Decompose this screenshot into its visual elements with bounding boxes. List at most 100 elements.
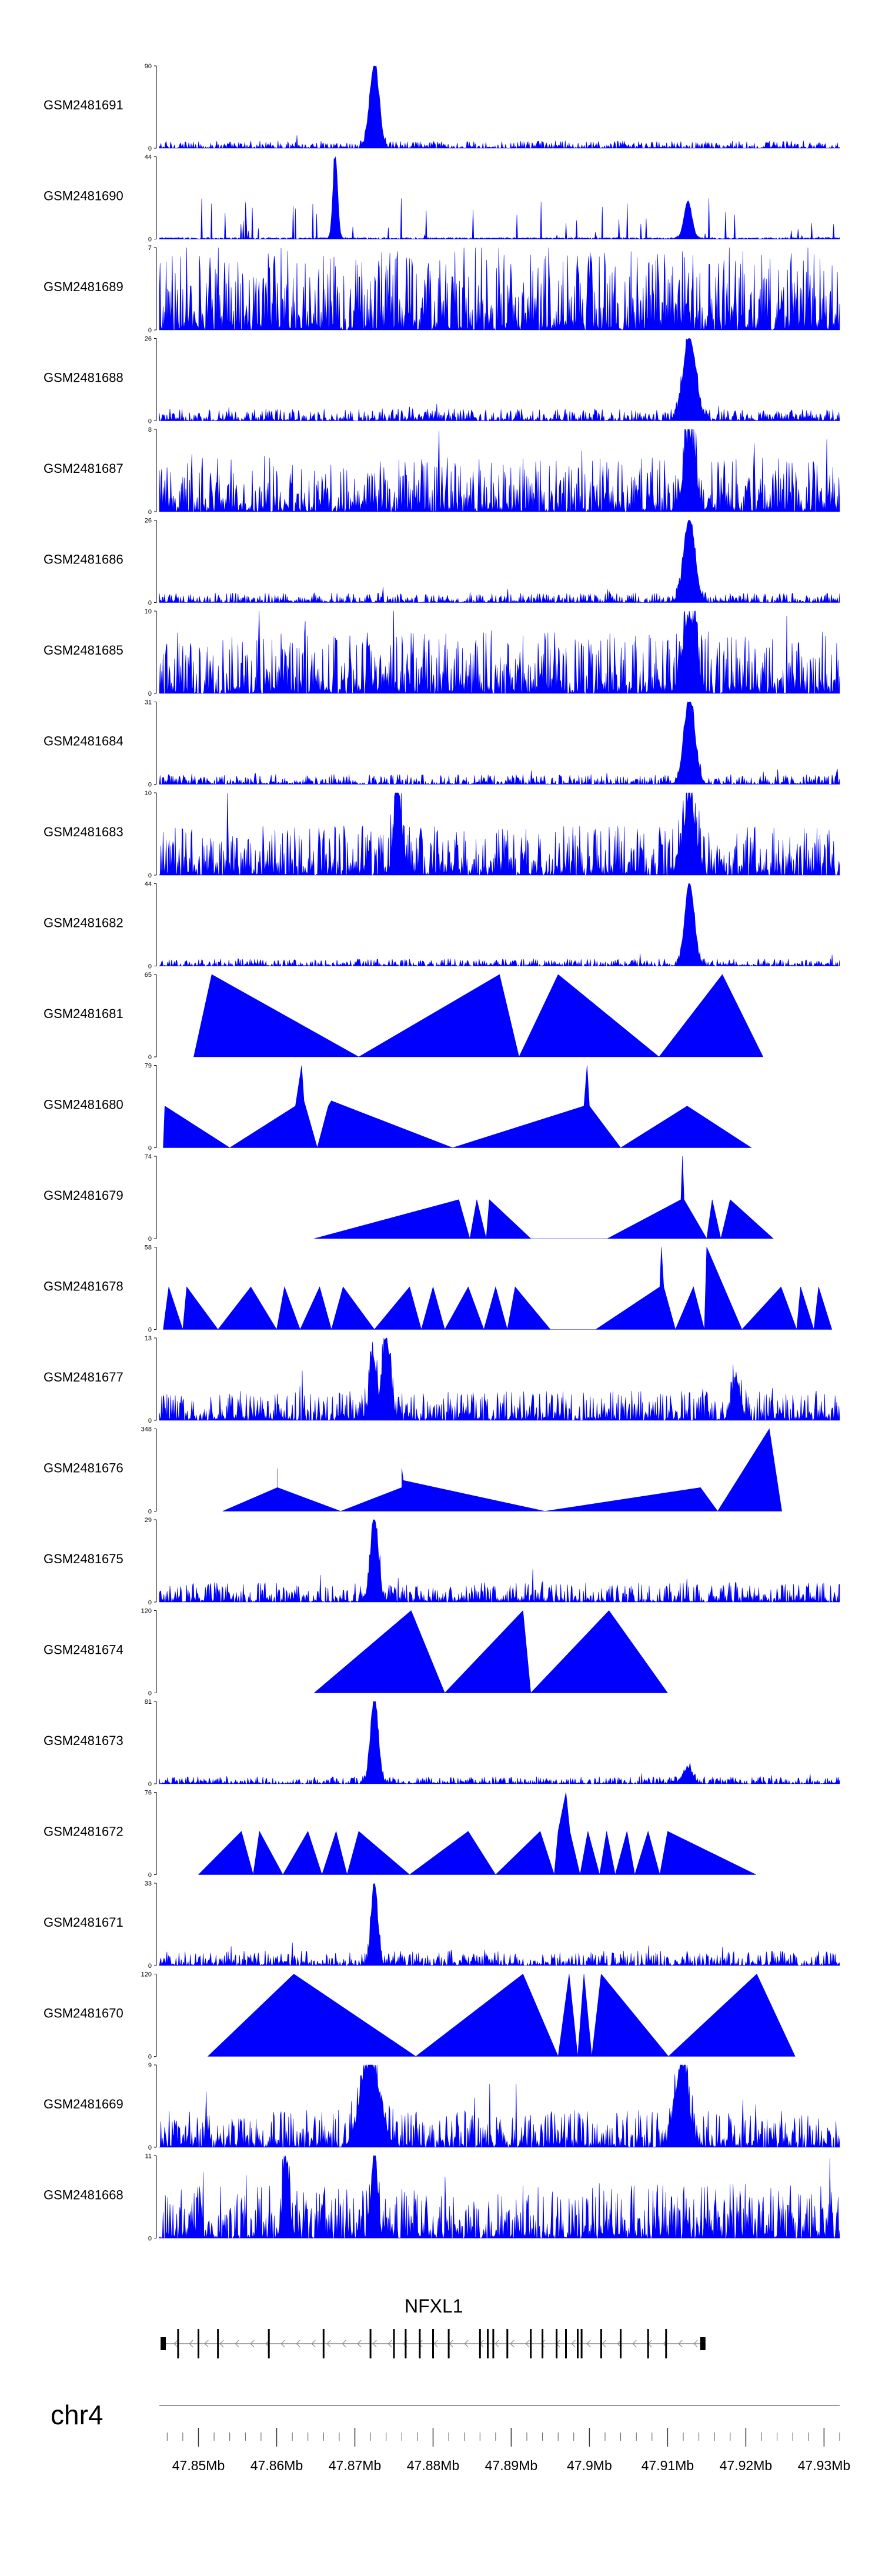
y-axis-max-label: 10 <box>145 608 152 615</box>
y-axis-min-label: 0 <box>148 1327 152 1334</box>
y-axis-min-label: 0 <box>148 1872 152 1879</box>
strand-arrow <box>250 2340 255 2348</box>
strand-arrow <box>296 2340 300 2348</box>
coverage-area <box>163 1247 833 1330</box>
gene-exon <box>369 2329 372 2358</box>
coverage-area <box>314 1156 774 1239</box>
strand-arrow <box>280 2340 285 2348</box>
track-GSM2481685: GSM2481685 10 0 <box>44 608 840 698</box>
track-label: GSM2481669 <box>44 2097 123 2111</box>
axis-tick-label: 47.88Mb <box>407 2458 460 2473</box>
strand-arrow <box>525 2340 530 2348</box>
y-axis-min-label: 0 <box>148 1236 152 1243</box>
coverage-area <box>159 2155 840 2239</box>
track-GSM2481670: GSM2481670 120 0 <box>44 1971 796 2061</box>
gene-exon <box>198 2329 199 2358</box>
track-GSM2481676: GSM2481676 348 0 <box>44 1426 782 1516</box>
coverage-area <box>159 610 840 695</box>
y-axis-max-label: 31 <box>145 699 152 706</box>
y-axis-min-label: 0 <box>148 1781 152 1788</box>
coverage-area <box>159 701 840 785</box>
track-label: GSM2481674 <box>44 1643 123 1657</box>
gene-exon <box>600 2329 602 2358</box>
gene-exon <box>665 2329 667 2358</box>
track-label: GSM2481668 <box>44 2188 123 2203</box>
y-axis-min-label: 0 <box>148 1054 152 1061</box>
gene-exon <box>419 2329 421 2358</box>
coverage-area <box>159 1519 840 1603</box>
y-axis-max-label: 81 <box>145 1699 152 1706</box>
gene-exon <box>565 2329 567 2358</box>
axis-tick-label: 47.91Mb <box>642 2458 694 2473</box>
strand-arrow <box>342 2340 346 2348</box>
track-GSM2481686: GSM2481686 26 0 <box>44 518 840 607</box>
y-axis-max-label: 74 <box>145 1153 152 1160</box>
y-axis-min-label: 0 <box>148 1145 152 1152</box>
y-axis-min-label: 0 <box>148 2144 152 2151</box>
track-GSM2481684: GSM2481684 31 0 <box>44 699 840 789</box>
y-axis-min-label: 0 <box>148 600 152 607</box>
strand-arrow <box>357 2340 362 2348</box>
y-axis-max-label: 7 <box>148 245 152 252</box>
gene-exon <box>647 2329 649 2358</box>
coverage-area <box>159 1883 840 1967</box>
y-axis-min-label: 0 <box>148 782 152 789</box>
y-axis-max-label: 65 <box>145 972 152 979</box>
coverage-area <box>159 65 840 149</box>
axis-tick-label: 47.87Mb <box>329 2458 382 2473</box>
gene-track: NFXL1 <box>161 2295 706 2358</box>
strand-arrow <box>387 2340 392 2348</box>
track-label: GSM2481680 <box>44 1097 123 1112</box>
strand-arrow <box>495 2340 499 2348</box>
track-label: GSM2481671 <box>44 1915 123 1930</box>
coverage-area <box>159 247 840 331</box>
coverage-area <box>159 792 840 876</box>
coverage-area <box>163 1065 752 1149</box>
y-axis-min-label: 0 <box>148 2235 152 2243</box>
y-axis-max-label: 26 <box>145 336 152 343</box>
axis-tick-label: 47.9Mb <box>567 2458 612 2473</box>
y-axis-max-label: 58 <box>145 1244 152 1252</box>
coverage-area <box>222 1428 782 1512</box>
track-label: GSM2481689 <box>44 279 123 294</box>
coverage-tracks: GSM2481691900GSM2481690440GSM248168970GS… <box>44 63 840 2243</box>
y-axis-min-label: 0 <box>148 872 152 879</box>
gene-exon <box>542 2329 544 2358</box>
y-axis-max-label: 76 <box>145 1790 152 1797</box>
y-axis-max-label: 79 <box>145 1063 152 1070</box>
y-axis-min-label: 0 <box>148 690 152 698</box>
y-axis-max-label: 44 <box>145 154 152 161</box>
y-axis-min-label: 0 <box>148 1690 152 1697</box>
y-axis-min-label: 0 <box>148 1417 152 1424</box>
y-axis-max-label: 120 <box>141 1608 152 1615</box>
track-GSM2481690: GSM2481690 44 0 <box>44 154 840 243</box>
axis-tick-label: 47.85Mb <box>172 2458 225 2473</box>
y-axis-max-label: 348 <box>141 1426 152 1433</box>
track-label: GSM2481670 <box>44 2006 123 2021</box>
y-axis-max-label: 33 <box>145 1880 152 1887</box>
axis-tick-label: 47.92Mb <box>720 2458 773 2473</box>
strand-arrow <box>311 2340 316 2348</box>
y-axis-min-label: 0 <box>148 963 152 970</box>
track-label: GSM2481675 <box>44 1551 123 1566</box>
track-label: GSM2481683 <box>44 825 123 839</box>
strand-arrow <box>540 2340 545 2348</box>
track-GSM2481681: GSM2481681 65 0 <box>44 972 764 1061</box>
track-GSM2481688: GSM2481688 26 0 <box>44 336 840 425</box>
track-GSM2481674: GSM2481674 120 0 <box>44 1608 668 1697</box>
gene-label: NFXL1 <box>405 2295 463 2317</box>
chromosome-label: chr4 <box>51 2400 103 2430</box>
genome-axis: chr4 47.85Mb 47.86Mb 47.87Mb 47.88Mb 47.89Mb… <box>51 2400 850 2473</box>
y-axis-max-label: 9 <box>148 2062 152 2069</box>
coverage-area <box>193 974 764 1057</box>
track-GSM2481682: GSM2481682 44 0 <box>44 881 840 970</box>
track-label: GSM2481684 <box>44 734 123 749</box>
strand-arrow <box>326 2340 331 2348</box>
track-GSM2481689: GSM2481689 7 0 <box>44 245 840 334</box>
track-GSM2481672: GSM2481672 76 0 <box>44 1790 756 1879</box>
y-axis-min-label: 0 <box>148 418 152 425</box>
strand-arrow <box>602 2340 606 2348</box>
gene-exon <box>506 2329 509 2358</box>
track-GSM2481677: GSM2481677 13 0 <box>44 1335 840 1424</box>
track-label: GSM2481679 <box>44 1188 123 1203</box>
